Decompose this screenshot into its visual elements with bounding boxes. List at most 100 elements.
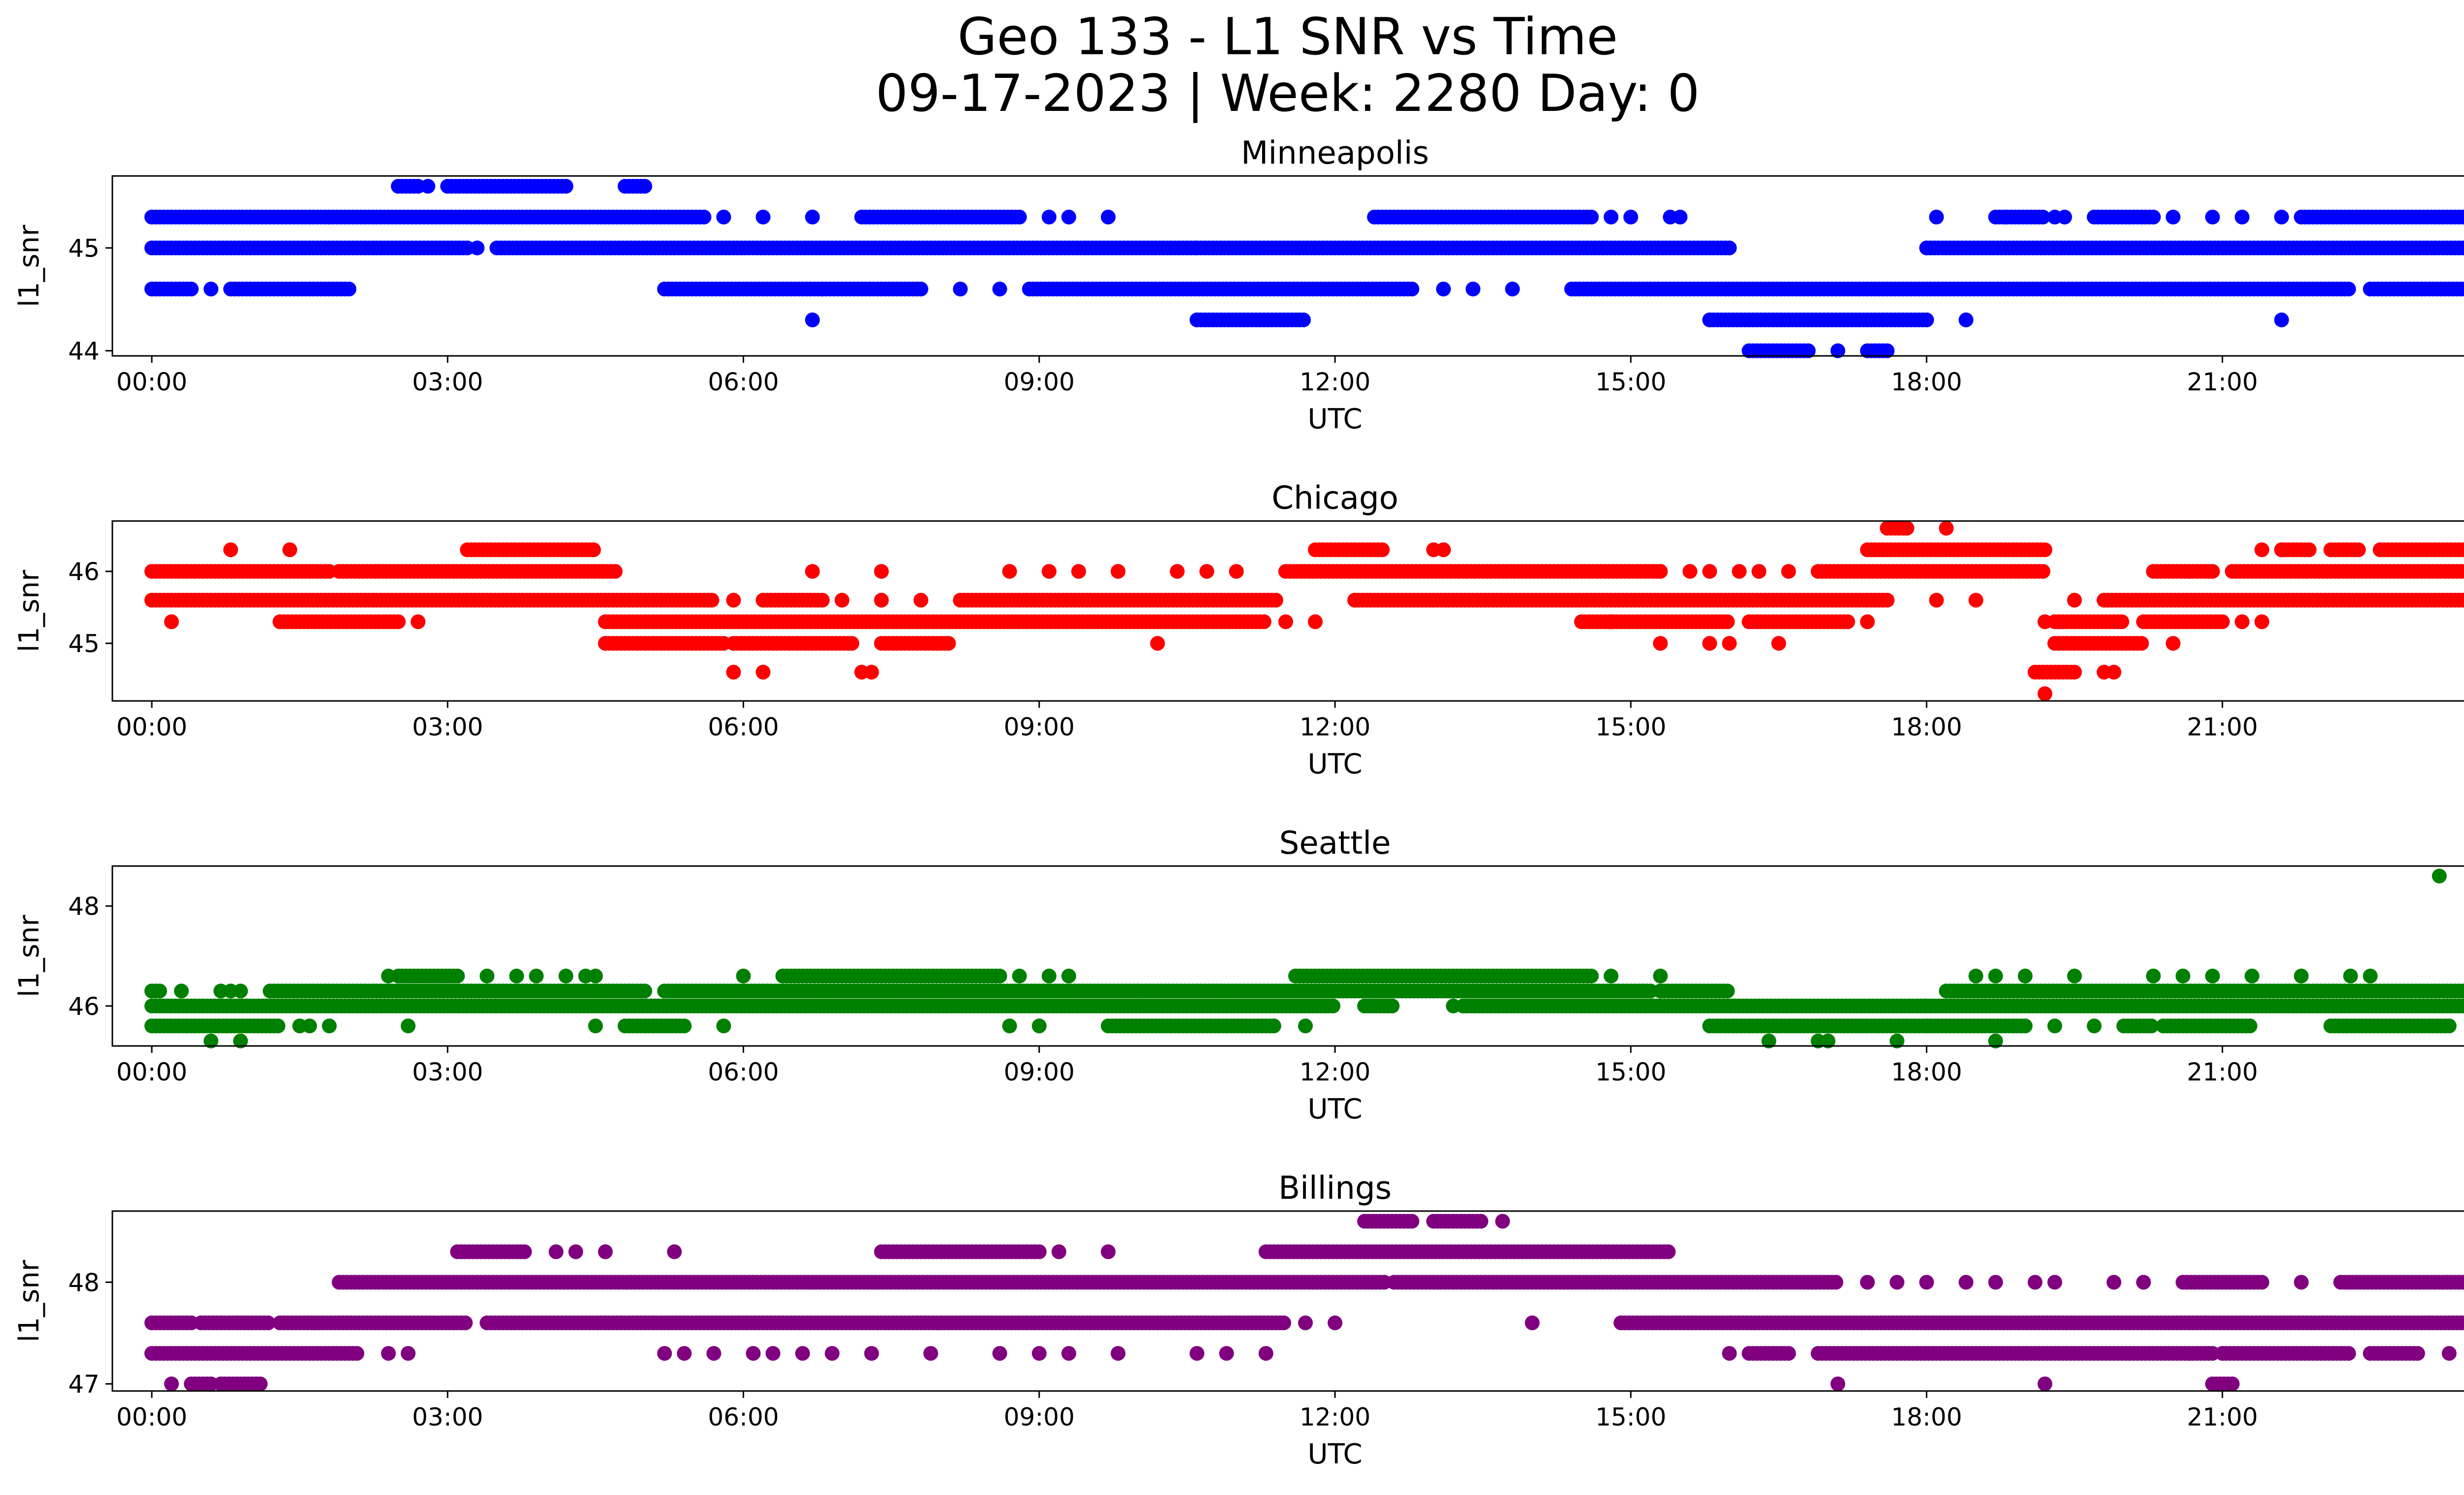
data-point — [1584, 969, 1599, 984]
data-point — [1653, 564, 1668, 579]
data-point — [815, 592, 830, 608]
data-point — [1012, 969, 1027, 984]
data-point — [1308, 614, 1323, 629]
data-point — [2234, 614, 2250, 629]
data-point — [1968, 969, 1984, 984]
y-tick-label: 46 — [68, 557, 100, 586]
data-point — [913, 281, 928, 297]
data-point — [588, 1018, 603, 1034]
data-point — [1722, 241, 1737, 255]
figure-title-line1: Geo 133 - L1 SNR vs Time — [958, 7, 1618, 67]
data-point — [2351, 542, 2366, 557]
data-point — [2018, 969, 2033, 984]
data-point — [2461, 283, 2464, 295]
data-point — [1436, 281, 1451, 297]
data-point — [1466, 281, 1481, 297]
data-point — [2459, 543, 2464, 557]
data-point — [1385, 998, 1400, 1013]
data-point — [696, 209, 712, 225]
data-point — [1298, 1018, 1313, 1034]
data-point — [736, 969, 751, 984]
data-point — [1061, 969, 1076, 984]
data-point — [2301, 542, 2317, 557]
data-point — [2244, 969, 2259, 984]
scatter-points — [144, 178, 2464, 358]
x-tick-label: 09:00 — [1004, 368, 1075, 396]
x-tick-label: 09:00 — [1004, 1058, 1075, 1086]
data-point — [1682, 564, 1698, 579]
data-point — [1266, 1018, 1281, 1034]
data-point — [1169, 564, 1185, 579]
data-point — [2175, 969, 2190, 984]
data-point — [755, 209, 771, 225]
data-point — [1623, 209, 1639, 225]
data-point — [450, 969, 465, 984]
data-point — [2459, 210, 2464, 224]
data-point — [1012, 209, 1027, 225]
data-point — [2234, 209, 2250, 225]
data-point — [174, 983, 189, 999]
data-point — [1604, 969, 1619, 984]
x-tick-label: 00:00 — [116, 713, 187, 741]
x-tick-label: 09:00 — [1004, 713, 1075, 741]
data-point — [529, 969, 544, 984]
data-point — [2215, 614, 2230, 629]
x-tick-label: 06:00 — [708, 368, 779, 396]
x-tick-label: 18:00 — [1891, 1058, 1962, 1086]
data-point — [637, 178, 652, 194]
data-point — [2254, 542, 2269, 557]
data-point — [302, 1018, 317, 1034]
data-point — [704, 592, 719, 608]
data-point — [558, 178, 574, 194]
data-point — [2146, 969, 2161, 984]
data-point — [2047, 1018, 2062, 1034]
data-point — [381, 969, 396, 984]
data-point — [411, 614, 426, 629]
panel-title: Minneapolis — [1241, 135, 1429, 172]
data-point — [1880, 343, 1895, 358]
data-point — [1653, 969, 1668, 984]
x-tick-label: 00:00 — [116, 368, 187, 396]
data-point — [2205, 209, 2220, 225]
data-point — [1958, 313, 1974, 327]
data-point — [1199, 564, 1214, 579]
x-tick-label: 03:00 — [412, 368, 483, 396]
data-point — [2035, 209, 2051, 225]
data-point — [568, 1244, 583, 1259]
panel-chicago: 00:00 03:00 06:00 09:00 12:00 15:00 18:00 21:00… — [13, 480, 2464, 780]
x-tick-label: 21:00 — [2187, 368, 2258, 396]
data-point — [992, 969, 1007, 984]
data-point — [1100, 1244, 1116, 1259]
data-point — [2441, 1018, 2457, 1034]
data-point — [1495, 1214, 1510, 1229]
data-point — [322, 1018, 337, 1034]
y-tick-label: 48 — [68, 892, 100, 921]
data-point — [1031, 1018, 1047, 1034]
x-tick-label: 18:00 — [1891, 368, 1962, 396]
data-point — [401, 1018, 416, 1034]
data-point — [1720, 983, 1735, 999]
data-point — [1446, 998, 1461, 1013]
data-point — [1661, 1244, 1676, 1259]
data-point — [2114, 614, 2129, 629]
data-point — [1002, 564, 1017, 579]
data-point — [1041, 209, 1057, 225]
data-point — [2343, 969, 2358, 984]
data-point — [2134, 636, 2149, 651]
panel-seattle: 00:00 03:00 06:00 09:00 12:00 15:00 18:00 21:00… — [13, 825, 2464, 1125]
data-point — [2018, 1018, 2033, 1034]
x-tick-label: 06:00 — [708, 1058, 779, 1086]
data-point — [1110, 564, 1126, 579]
data-point — [2431, 869, 2447, 884]
data-point — [726, 592, 741, 608]
data-point — [152, 983, 167, 999]
data-point — [2106, 664, 2122, 680]
data-point — [2035, 564, 2051, 579]
data-point — [834, 592, 850, 608]
data-point — [1584, 209, 1599, 225]
data-point — [509, 969, 524, 984]
data-point — [1998, 209, 2013, 225]
data-point — [588, 969, 603, 984]
x-tick-label: 12:00 — [1300, 713, 1370, 741]
scatter-points — [144, 521, 2464, 701]
